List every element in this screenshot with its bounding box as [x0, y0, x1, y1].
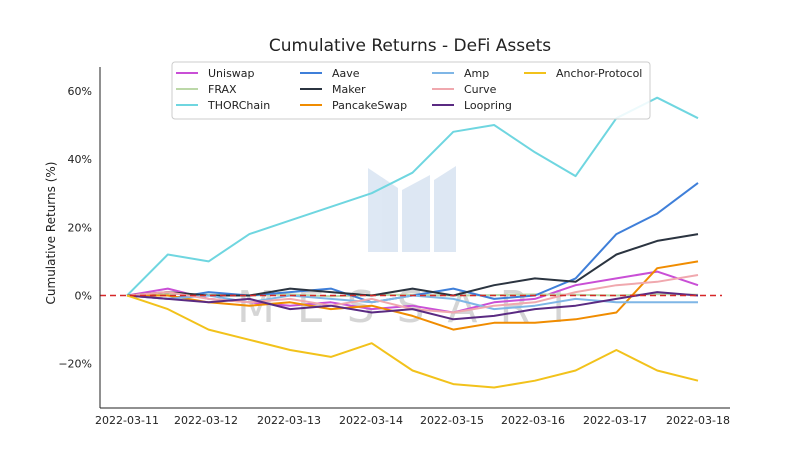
legend-label-pancakeswap: PancakeSwap — [332, 99, 407, 112]
series-line-thorchain — [126, 96, 699, 297]
watermark-logo-shape — [368, 168, 398, 252]
x-tick-label: 2022-03-11 — [95, 414, 159, 427]
x-tick-label: 2022-03-14 — [339, 414, 403, 427]
watermark-logo-shape — [402, 175, 430, 252]
axis-layer: −20% 0% 20% 40% 60% 2022-03-11 2022-03-12 2022-… — [58, 67, 730, 427]
series-line-anchor-protocol — [126, 294, 699, 389]
x-tick-label: 2022-03-12 — [174, 414, 238, 427]
watermark-logo — [368, 166, 456, 252]
legend-label-maker: Maker — [332, 83, 366, 96]
y-tick-label: 40% — [68, 153, 92, 166]
legend-label-curve: Curve — [464, 83, 497, 96]
watermark-logo-shape — [434, 166, 456, 252]
y-tick-label: 60% — [68, 85, 92, 98]
x-tick-label: 2022-03-15 — [420, 414, 484, 427]
chart-title: Cumulative Returns - DeFi Assets — [269, 36, 551, 56]
series-layer — [100, 96, 722, 389]
legend-box — [171, 61, 651, 120]
x-tick-label: 2022-03-13 — [257, 414, 321, 427]
y-axis-label: Cumulative Returns (%) — [44, 162, 58, 305]
legend-label-loopring: Loopring — [464, 99, 512, 112]
y-tick-label: 0% — [75, 289, 92, 302]
series-line-loopring — [126, 291, 699, 321]
legend: Uniswap FRAX THORChain Aave Maker PancakeSwap… — [171, 61, 651, 120]
y-tick-label: 20% — [68, 221, 92, 234]
legend-label-uniswap: Uniswap — [208, 67, 255, 80]
legend-label-frax: FRAX — [208, 83, 237, 96]
legend-label-aave: Aave — [332, 67, 360, 80]
x-tick-label: 2022-03-16 — [501, 414, 565, 427]
y-tick-label: −20% — [58, 358, 92, 371]
x-tick-label: 2022-03-18 — [666, 414, 730, 427]
x-tick-label: 2022-03-17 — [583, 414, 647, 427]
legend-label-thorchain: THORChain — [207, 99, 270, 112]
legend-label-amp: Amp — [464, 67, 489, 80]
legend-label-anchor-protocol: Anchor-Protocol — [556, 67, 642, 80]
series-line-pancakeswap — [127, 260, 699, 331]
